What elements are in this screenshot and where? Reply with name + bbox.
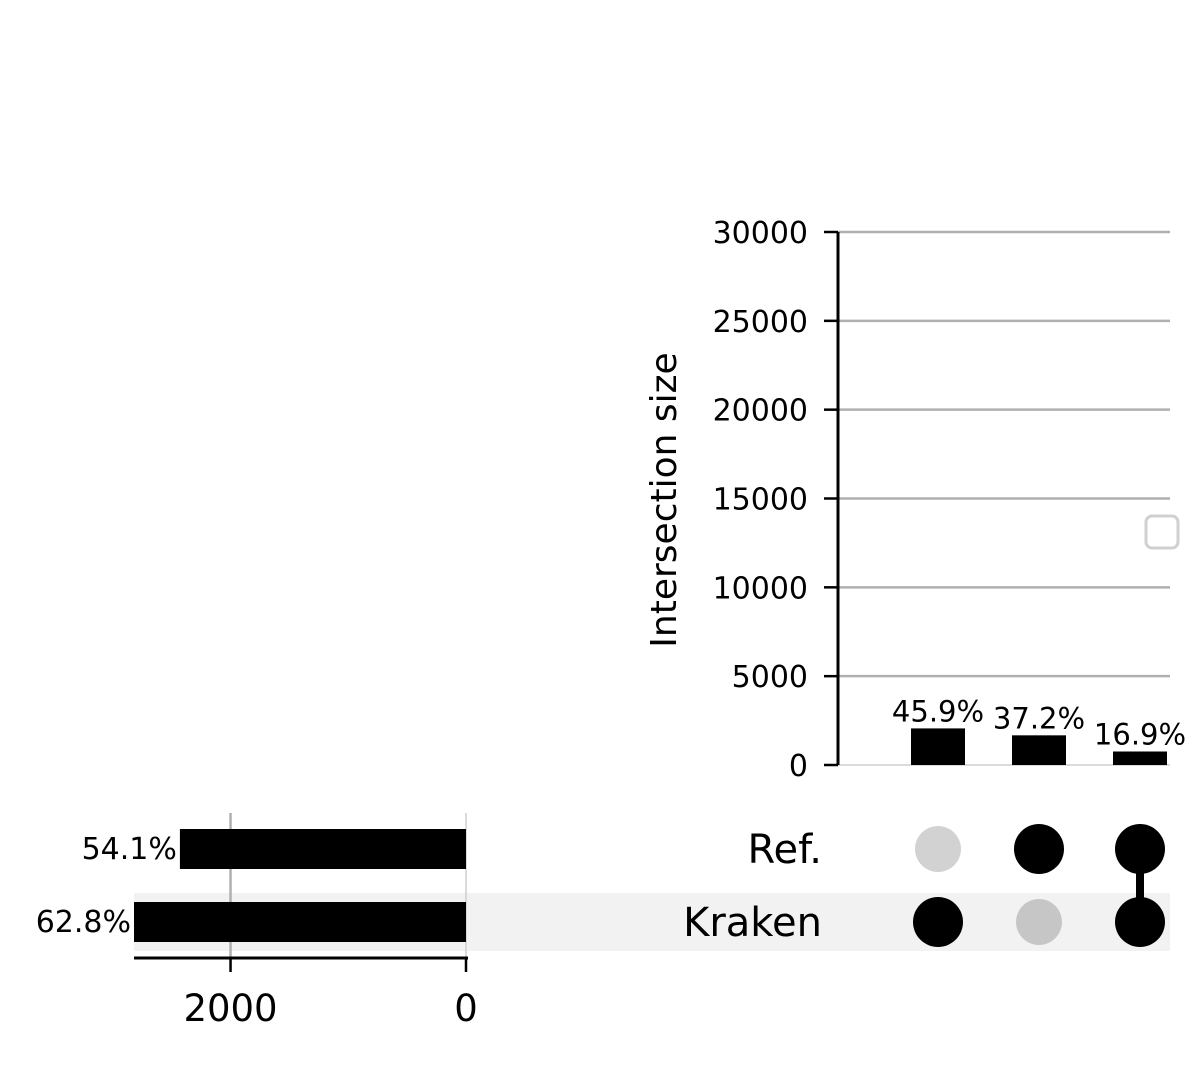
y-tick-label: 20000 [713, 394, 808, 429]
y-tick-label: 30000 [713, 216, 808, 251]
set-size-bar [134, 902, 466, 942]
intersection-bar [1012, 735, 1066, 765]
intersection-bar [911, 728, 965, 765]
y-tick-label: 10000 [713, 571, 808, 606]
intersection-bar [1113, 751, 1167, 765]
intersection-bars: 45.9% 37.2% 16.9% [892, 694, 1186, 765]
matrix-dot-inactive [1016, 899, 1062, 945]
set-name-label: Ref. [748, 827, 823, 873]
intersection-bar-label: 16.9% [1094, 717, 1186, 751]
matrix-dot-active [1115, 897, 1165, 947]
legend-box [1144, 514, 1180, 550]
set-size-x-tick-label: 0 [454, 987, 478, 1030]
set-size-x-tick-label: 2000 [183, 987, 277, 1030]
set-size-bar-label: 62.8% [36, 905, 131, 940]
matrix-dot-inactive [915, 826, 961, 872]
set-size-bar [179, 829, 466, 869]
intersection-bar-label: 45.9% [892, 694, 984, 728]
y-tick-label: 0 [789, 749, 808, 784]
set-size-chart: 54.1% 62.8% 2000 0 [36, 813, 478, 1030]
matrix-dot-active [1014, 824, 1064, 874]
intersection-matrix: Ref. Kraken [683, 824, 1165, 947]
y-tick-label: 15000 [713, 483, 808, 518]
intersection-gridlines [838, 230, 1170, 766]
matrix-dot-active [913, 897, 963, 947]
matrix-dot-active [1115, 824, 1165, 874]
intersection-bar-label: 37.2% [993, 701, 1085, 735]
set-name-label: Kraken [683, 900, 822, 946]
set-size-bar-label: 54.1% [82, 832, 177, 867]
intersection-size-axis: 0 5000 10000 15000 20000 25000 30000 [713, 216, 840, 784]
y-tick-label: 5000 [732, 660, 808, 695]
y-axis-title: Intersection size [644, 352, 685, 647]
y-tick-label: 25000 [713, 305, 808, 340]
